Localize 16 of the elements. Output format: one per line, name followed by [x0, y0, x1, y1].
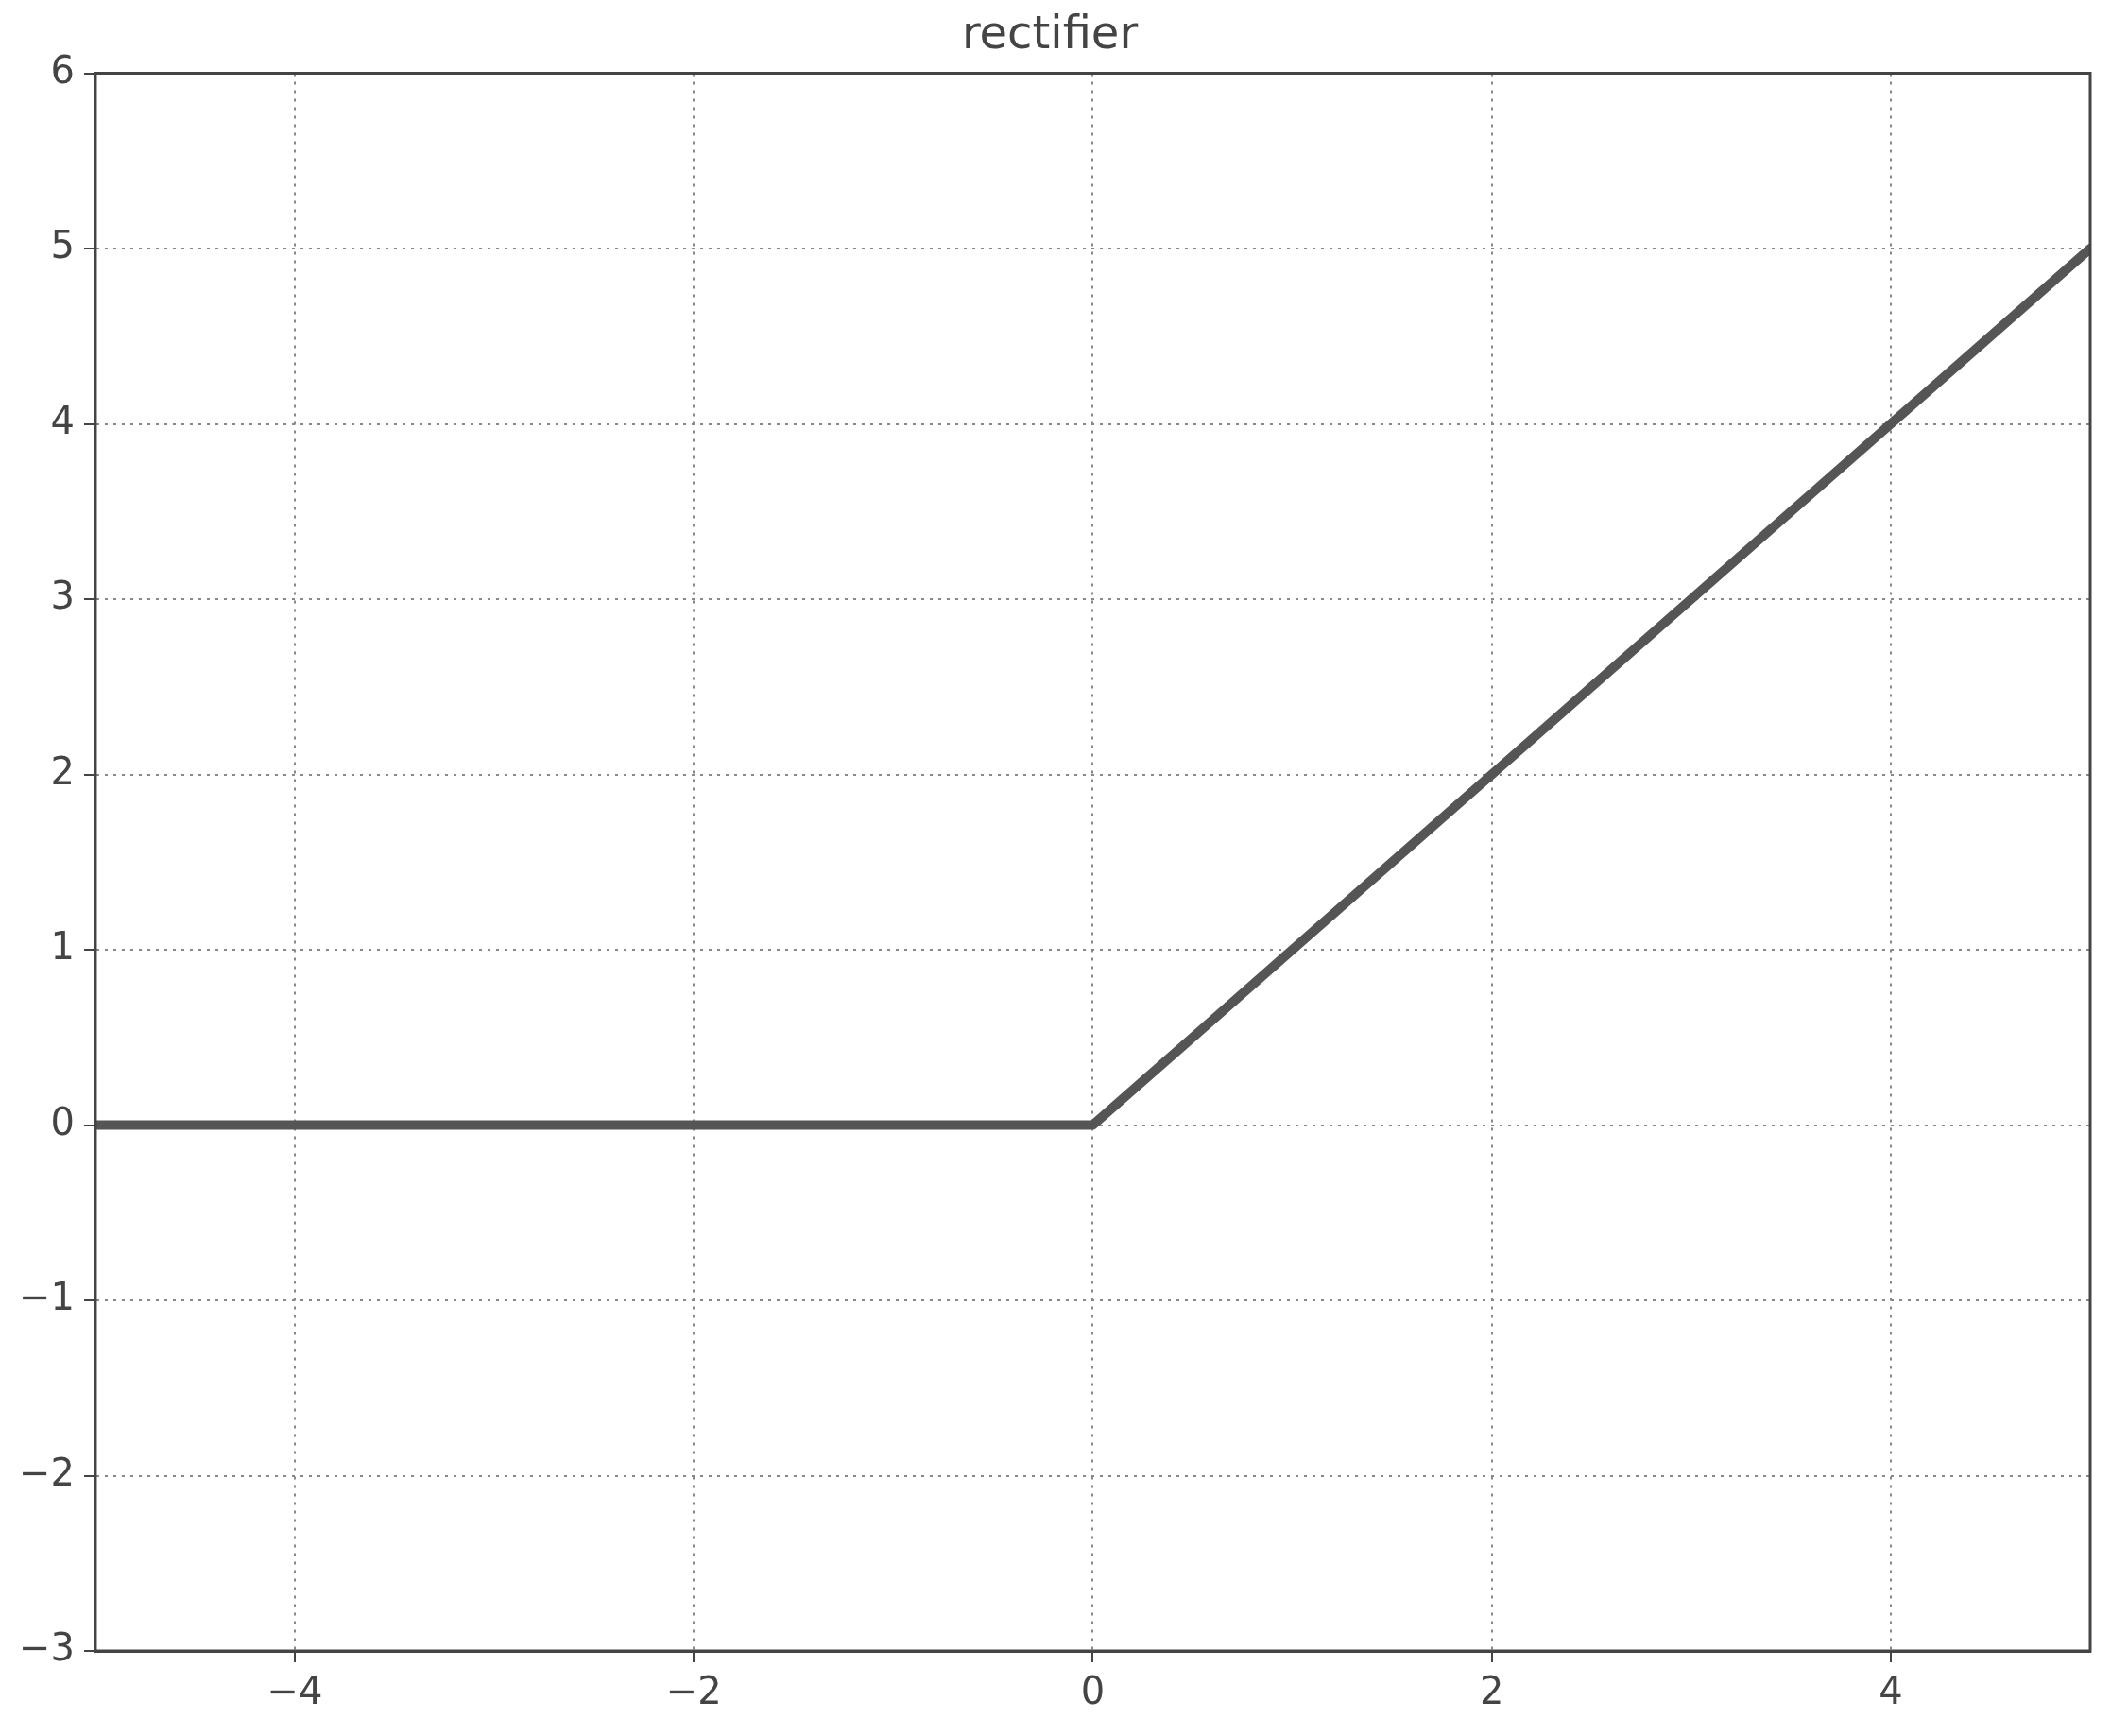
y-tick-label: −3	[19, 1625, 75, 1670]
y-tick-label: −2	[19, 1450, 75, 1494]
y-tick-label: 1	[50, 924, 75, 969]
chart-title: rectifier	[961, 6, 1139, 60]
x-tick-label: −4	[266, 1669, 323, 1713]
y-tick-label: 4	[50, 398, 75, 442]
x-tick-label: 2	[1479, 1669, 1504, 1713]
y-tick-label: −1	[19, 1275, 75, 1319]
x-tick-label: 0	[1080, 1669, 1106, 1713]
y-tick-label: 6	[50, 47, 75, 92]
y-tick-label: 0	[50, 1099, 75, 1143]
y-tick-label: 2	[50, 748, 75, 793]
x-tick-label: −2	[665, 1669, 722, 1713]
x-tick-label: 4	[1879, 1669, 1903, 1713]
y-tick-label: 5	[50, 223, 75, 267]
y-tick-label: 3	[50, 574, 75, 618]
